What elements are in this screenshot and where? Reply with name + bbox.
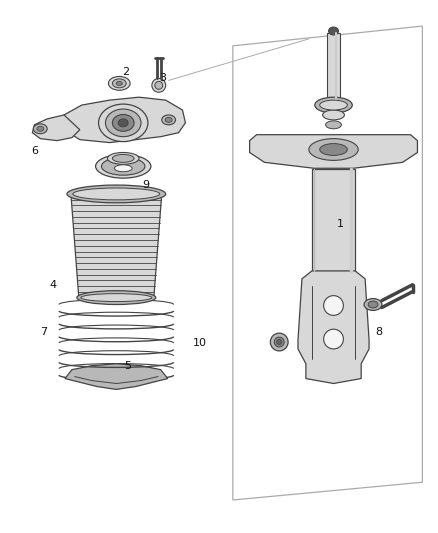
- Ellipse shape: [274, 337, 284, 347]
- Ellipse shape: [364, 298, 382, 310]
- Ellipse shape: [324, 329, 343, 349]
- Ellipse shape: [113, 113, 133, 127]
- Ellipse shape: [113, 155, 134, 163]
- Ellipse shape: [328, 27, 339, 35]
- Ellipse shape: [165, 117, 172, 123]
- Ellipse shape: [67, 185, 166, 203]
- Ellipse shape: [325, 121, 342, 129]
- Ellipse shape: [162, 115, 176, 125]
- Polygon shape: [250, 135, 417, 168]
- Ellipse shape: [37, 126, 44, 131]
- Ellipse shape: [113, 79, 126, 88]
- Ellipse shape: [106, 109, 141, 136]
- Text: 8: 8: [375, 327, 382, 337]
- Text: 10: 10: [193, 338, 207, 348]
- Ellipse shape: [277, 340, 282, 344]
- Ellipse shape: [114, 165, 132, 172]
- Text: 9: 9: [142, 180, 149, 190]
- Polygon shape: [32, 115, 80, 141]
- Ellipse shape: [73, 188, 160, 200]
- Ellipse shape: [315, 97, 352, 113]
- Ellipse shape: [99, 104, 148, 142]
- Text: 5: 5: [125, 361, 132, 372]
- Ellipse shape: [77, 290, 156, 304]
- Text: 6: 6: [32, 146, 39, 156]
- Ellipse shape: [320, 100, 347, 110]
- Ellipse shape: [270, 333, 288, 351]
- Ellipse shape: [102, 157, 145, 175]
- Ellipse shape: [320, 143, 347, 156]
- Ellipse shape: [368, 301, 378, 308]
- Polygon shape: [64, 97, 185, 143]
- Ellipse shape: [109, 76, 130, 90]
- Ellipse shape: [324, 296, 343, 316]
- Ellipse shape: [323, 110, 344, 120]
- Ellipse shape: [95, 155, 151, 178]
- Ellipse shape: [309, 139, 358, 160]
- Text: 3: 3: [159, 73, 166, 83]
- Ellipse shape: [81, 294, 152, 302]
- Bar: [327, 33, 340, 103]
- Ellipse shape: [118, 116, 128, 123]
- Ellipse shape: [155, 82, 163, 89]
- Text: 2: 2: [123, 67, 130, 77]
- Ellipse shape: [118, 119, 128, 127]
- Polygon shape: [71, 194, 162, 297]
- Polygon shape: [65, 364, 168, 390]
- Text: 1: 1: [336, 220, 343, 229]
- Ellipse shape: [33, 124, 47, 134]
- Bar: [312, 169, 355, 271]
- Ellipse shape: [113, 115, 134, 131]
- Polygon shape: [298, 271, 369, 384]
- Ellipse shape: [152, 78, 166, 92]
- Text: 7: 7: [40, 327, 47, 337]
- Ellipse shape: [107, 152, 139, 164]
- Ellipse shape: [117, 82, 122, 85]
- Text: 4: 4: [49, 280, 56, 290]
